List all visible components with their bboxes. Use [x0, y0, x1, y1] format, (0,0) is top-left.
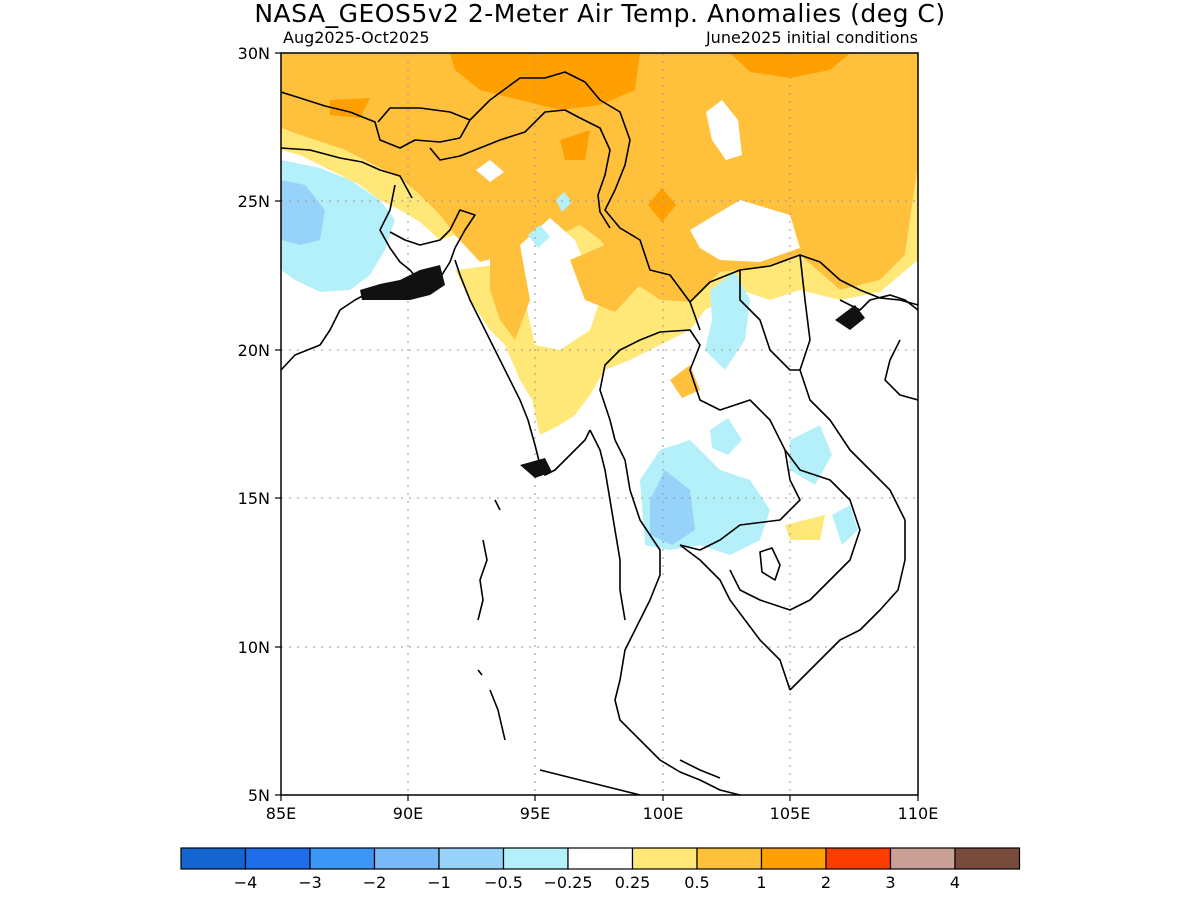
colorbar-tick-label: −1: [427, 873, 451, 892]
lat-label-10n: 10N: [238, 638, 270, 657]
lon-label-95e: 95E: [520, 804, 550, 823]
cool-spot-1: [528, 225, 550, 248]
irrawaddy-delta: [520, 458, 552, 478]
colorbar-swatch: [373, 847, 440, 870]
lat-label-20n: 20N: [238, 341, 270, 360]
red-river-delta: [835, 305, 865, 330]
cool-anomaly-laos-2: [710, 418, 742, 455]
colorbar-swatch: [244, 847, 311, 870]
colorbar-tick-label: 0.25: [615, 873, 651, 892]
colorbar-tick-label: 3: [885, 873, 895, 892]
colorbar-swatch: [631, 847, 698, 870]
colorbar-tick-label: −0.25: [543, 873, 592, 892]
strong-warm-4: [648, 188, 676, 222]
init-conditions-label: June2025 initial conditions: [705, 28, 918, 47]
colorbar-swatch: [889, 847, 956, 870]
cool-anomaly-thailand-core: [650, 470, 695, 545]
cool-anomaly-laos: [705, 272, 750, 370]
lat-label-15n: 15N: [238, 489, 270, 508]
colorbar-tick-label: 1: [756, 873, 766, 892]
sundarbans-coast: [360, 265, 445, 300]
mild-warm-himalaya: [281, 128, 455, 240]
strong-warm-1: [330, 98, 370, 118]
lon-label-110e: 110E: [898, 804, 939, 823]
colorbar-swatch: [309, 847, 376, 870]
lon-label-85e: 85E: [266, 804, 296, 823]
cool-spot-2: [556, 192, 572, 212]
neutral-hole-2: [706, 100, 742, 160]
colorbar-swatch: [696, 847, 763, 870]
warm-patch-laos: [670, 365, 700, 398]
colorbar-tick-label: −2: [363, 873, 387, 892]
axis-ticks: [275, 52, 919, 801]
colorbar-tick-label: 4: [950, 873, 960, 892]
lon-label-100e: 100E: [643, 804, 684, 823]
strong-warm-2: [450, 53, 640, 110]
mild-warm-band: [455, 165, 918, 435]
lat-label-25n: 25N: [238, 192, 270, 211]
coastlines-borders: [281, 71, 918, 795]
strong-warm-5: [560, 130, 590, 160]
colorbar-swatch: [954, 847, 1021, 870]
lat-label-30n: 30N: [238, 44, 270, 63]
colorbar-swatch: [825, 847, 892, 870]
colorbar-swatch: [760, 847, 827, 870]
warm-patch-central: [570, 245, 640, 312]
colorbar-swatch: [567, 847, 634, 870]
colorbar: −4 −3 −2 −1 −0.5 −0.25 0.25 0.5 1 2 3 4: [180, 847, 1021, 892]
colorbar-swatch: [438, 847, 505, 870]
neutral-hole-1: [476, 160, 504, 182]
lat-labels: 30N 25N 20N 15N 10N 5N: [238, 44, 270, 805]
map-title: NASA_GEOS5v2 2-Meter Air Temp. Anomalies…: [254, 0, 946, 28]
colorbar-tick-label: −0.5: [484, 873, 523, 892]
warm-patch-myanmar: [490, 245, 530, 340]
colorbar-tick-label: 2: [821, 873, 831, 892]
neutral-central: [520, 218, 600, 350]
neutral-hole-3: [690, 200, 800, 262]
cool-anomaly-cambodia: [832, 505, 858, 545]
colorbar-tick-label: −3: [298, 873, 322, 892]
colorbar-swatch: [180, 847, 247, 870]
colorbar-tick-label: 0.5: [684, 873, 709, 892]
warm-patch-cambodia: [785, 515, 825, 540]
lon-label-105e: 105E: [770, 804, 811, 823]
map-frame: [280, 52, 919, 796]
anomaly-fill: [281, 53, 918, 555]
strong-warm-3: [730, 53, 850, 78]
lon-label-90e: 90E: [393, 804, 423, 823]
colorbar-tick-label: −4: [234, 873, 258, 892]
cool-anomaly-vietnam: [790, 425, 832, 485]
colorbar-swatch: [502, 847, 569, 870]
lat-label-5n: 5N: [248, 786, 270, 805]
lon-labels: 85E 90E 95E 100E 105E 110E: [266, 804, 939, 823]
period-label: Aug2025-Oct2025: [283, 28, 430, 47]
cool-anomaly-west-core: [281, 180, 325, 245]
